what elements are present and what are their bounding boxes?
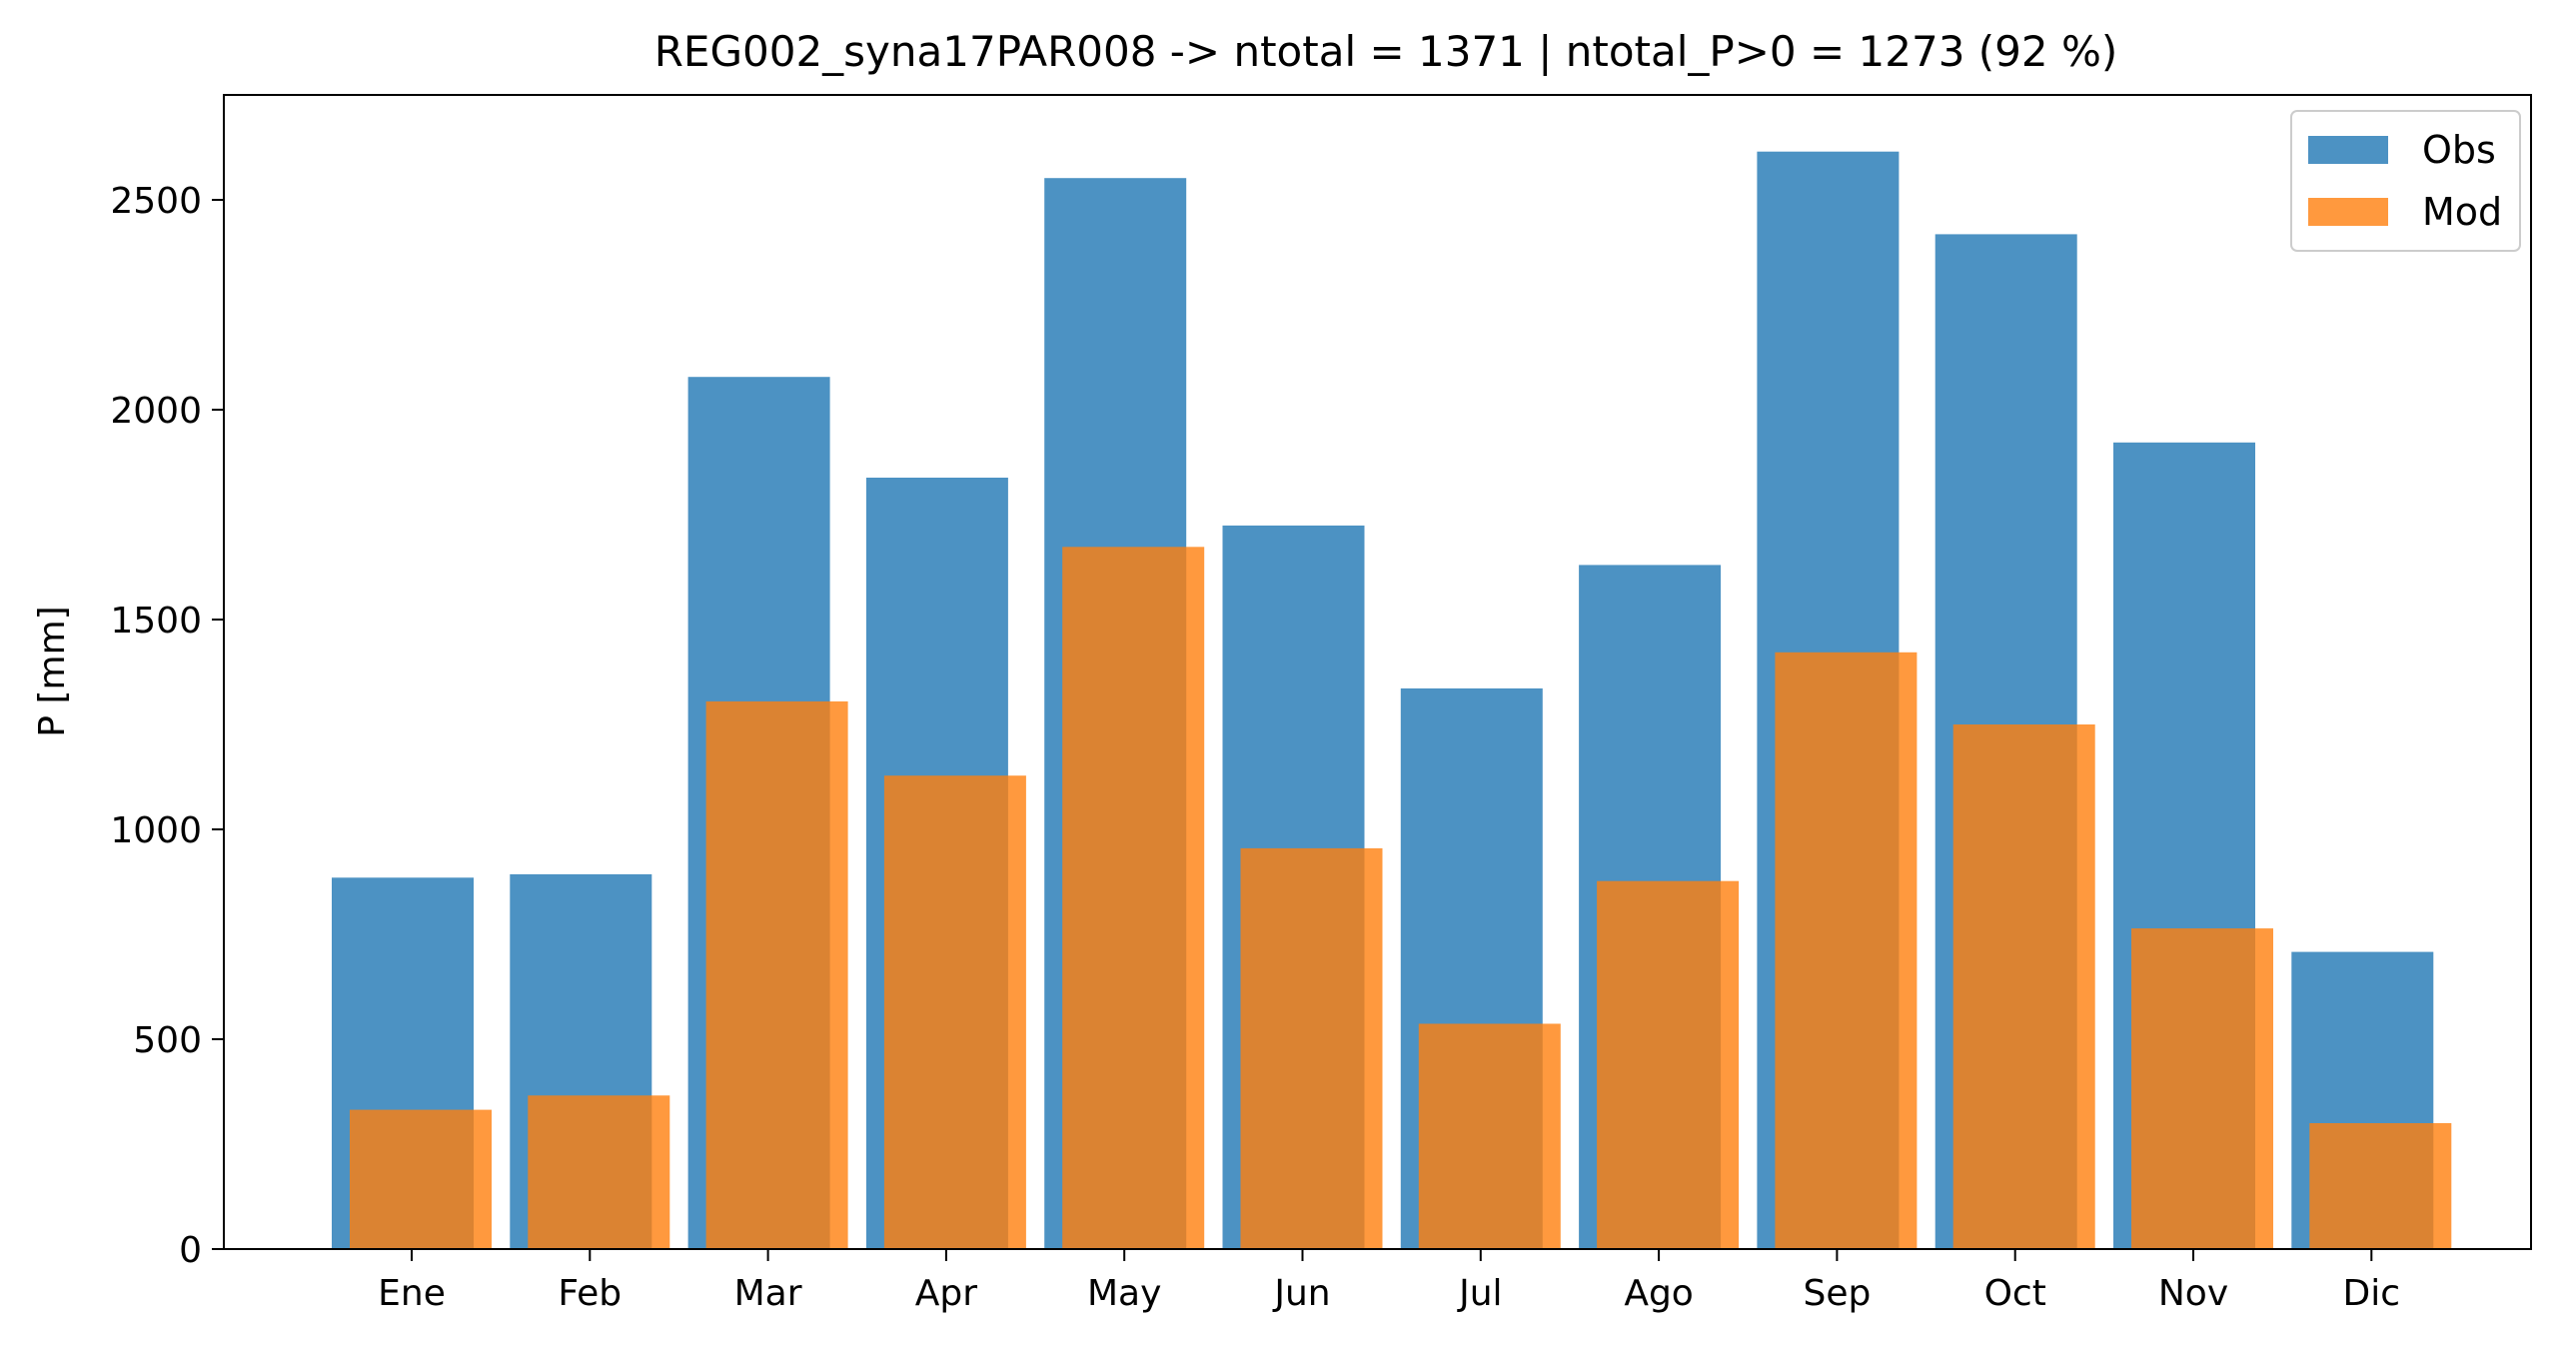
- x-tick-label: Feb: [558, 1273, 622, 1314]
- plot-frame: [223, 94, 2532, 1250]
- chart-title: REG002_syna17PAR008 -> ntotal = 1371 | n…: [654, 27, 2118, 76]
- x-tick-label: Nov: [2158, 1273, 2228, 1314]
- y-axis: 0 500 1000 1500 2000 2500: [110, 181, 224, 1271]
- bar-mod-feb: [528, 1095, 670, 1249]
- legend-swatch-mod: [2308, 198, 2388, 226]
- bar-mod-sep: [1775, 652, 1918, 1249]
- bar-mod-nov: [2131, 928, 2273, 1249]
- bar-mod-jun: [1240, 847, 1383, 1249]
- bar-mod-mar: [705, 700, 848, 1249]
- bar-mod-may: [1062, 547, 1205, 1249]
- x-tick-label: Mar: [734, 1273, 802, 1314]
- x-axis: Ene Feb Mar Apr May Jun Jul Ago Sep Oct Nov Dic: [378, 1249, 2400, 1314]
- y-tick-label: 1000: [110, 810, 202, 851]
- x-tick-label: Jun: [1272, 1273, 1330, 1314]
- legend: Obs Mod: [2290, 110, 2521, 252]
- bar-mod-jul: [1418, 1023, 1561, 1249]
- x-tick-label: Oct: [1984, 1273, 2046, 1314]
- mod-bar-group: [350, 547, 2452, 1249]
- y-tick-label: 2500: [110, 181, 202, 222]
- bar-mod-oct: [1952, 724, 2095, 1249]
- legend-label-mod: Mod: [2422, 190, 2502, 234]
- x-tick-label: Sep: [1803, 1273, 1871, 1314]
- bar-mod-ene: [350, 1109, 492, 1249]
- x-tick-label: Ene: [378, 1273, 446, 1314]
- bar-mod-dic: [2309, 1123, 2452, 1249]
- legend-swatch-obs: [2308, 136, 2388, 164]
- y-tick-label: 500: [133, 1020, 202, 1061]
- x-tick-label: Dic: [2343, 1273, 2401, 1314]
- x-tick-label: Ago: [1624, 1273, 1694, 1314]
- bar-mod-apr: [883, 775, 1026, 1249]
- y-tick-label: 2000: [110, 391, 202, 432]
- x-tick-label: Apr: [915, 1273, 977, 1314]
- bar-mod-ago: [1597, 880, 1740, 1249]
- x-tick-label: Jul: [1457, 1273, 1502, 1314]
- y-tick-label: 0: [179, 1230, 202, 1271]
- x-tick-label: May: [1087, 1273, 1161, 1314]
- y-tick-label: 1500: [110, 601, 202, 642]
- y-axis-label: P [mm]: [32, 606, 73, 736]
- legend-label-obs: Obs: [2422, 128, 2496, 172]
